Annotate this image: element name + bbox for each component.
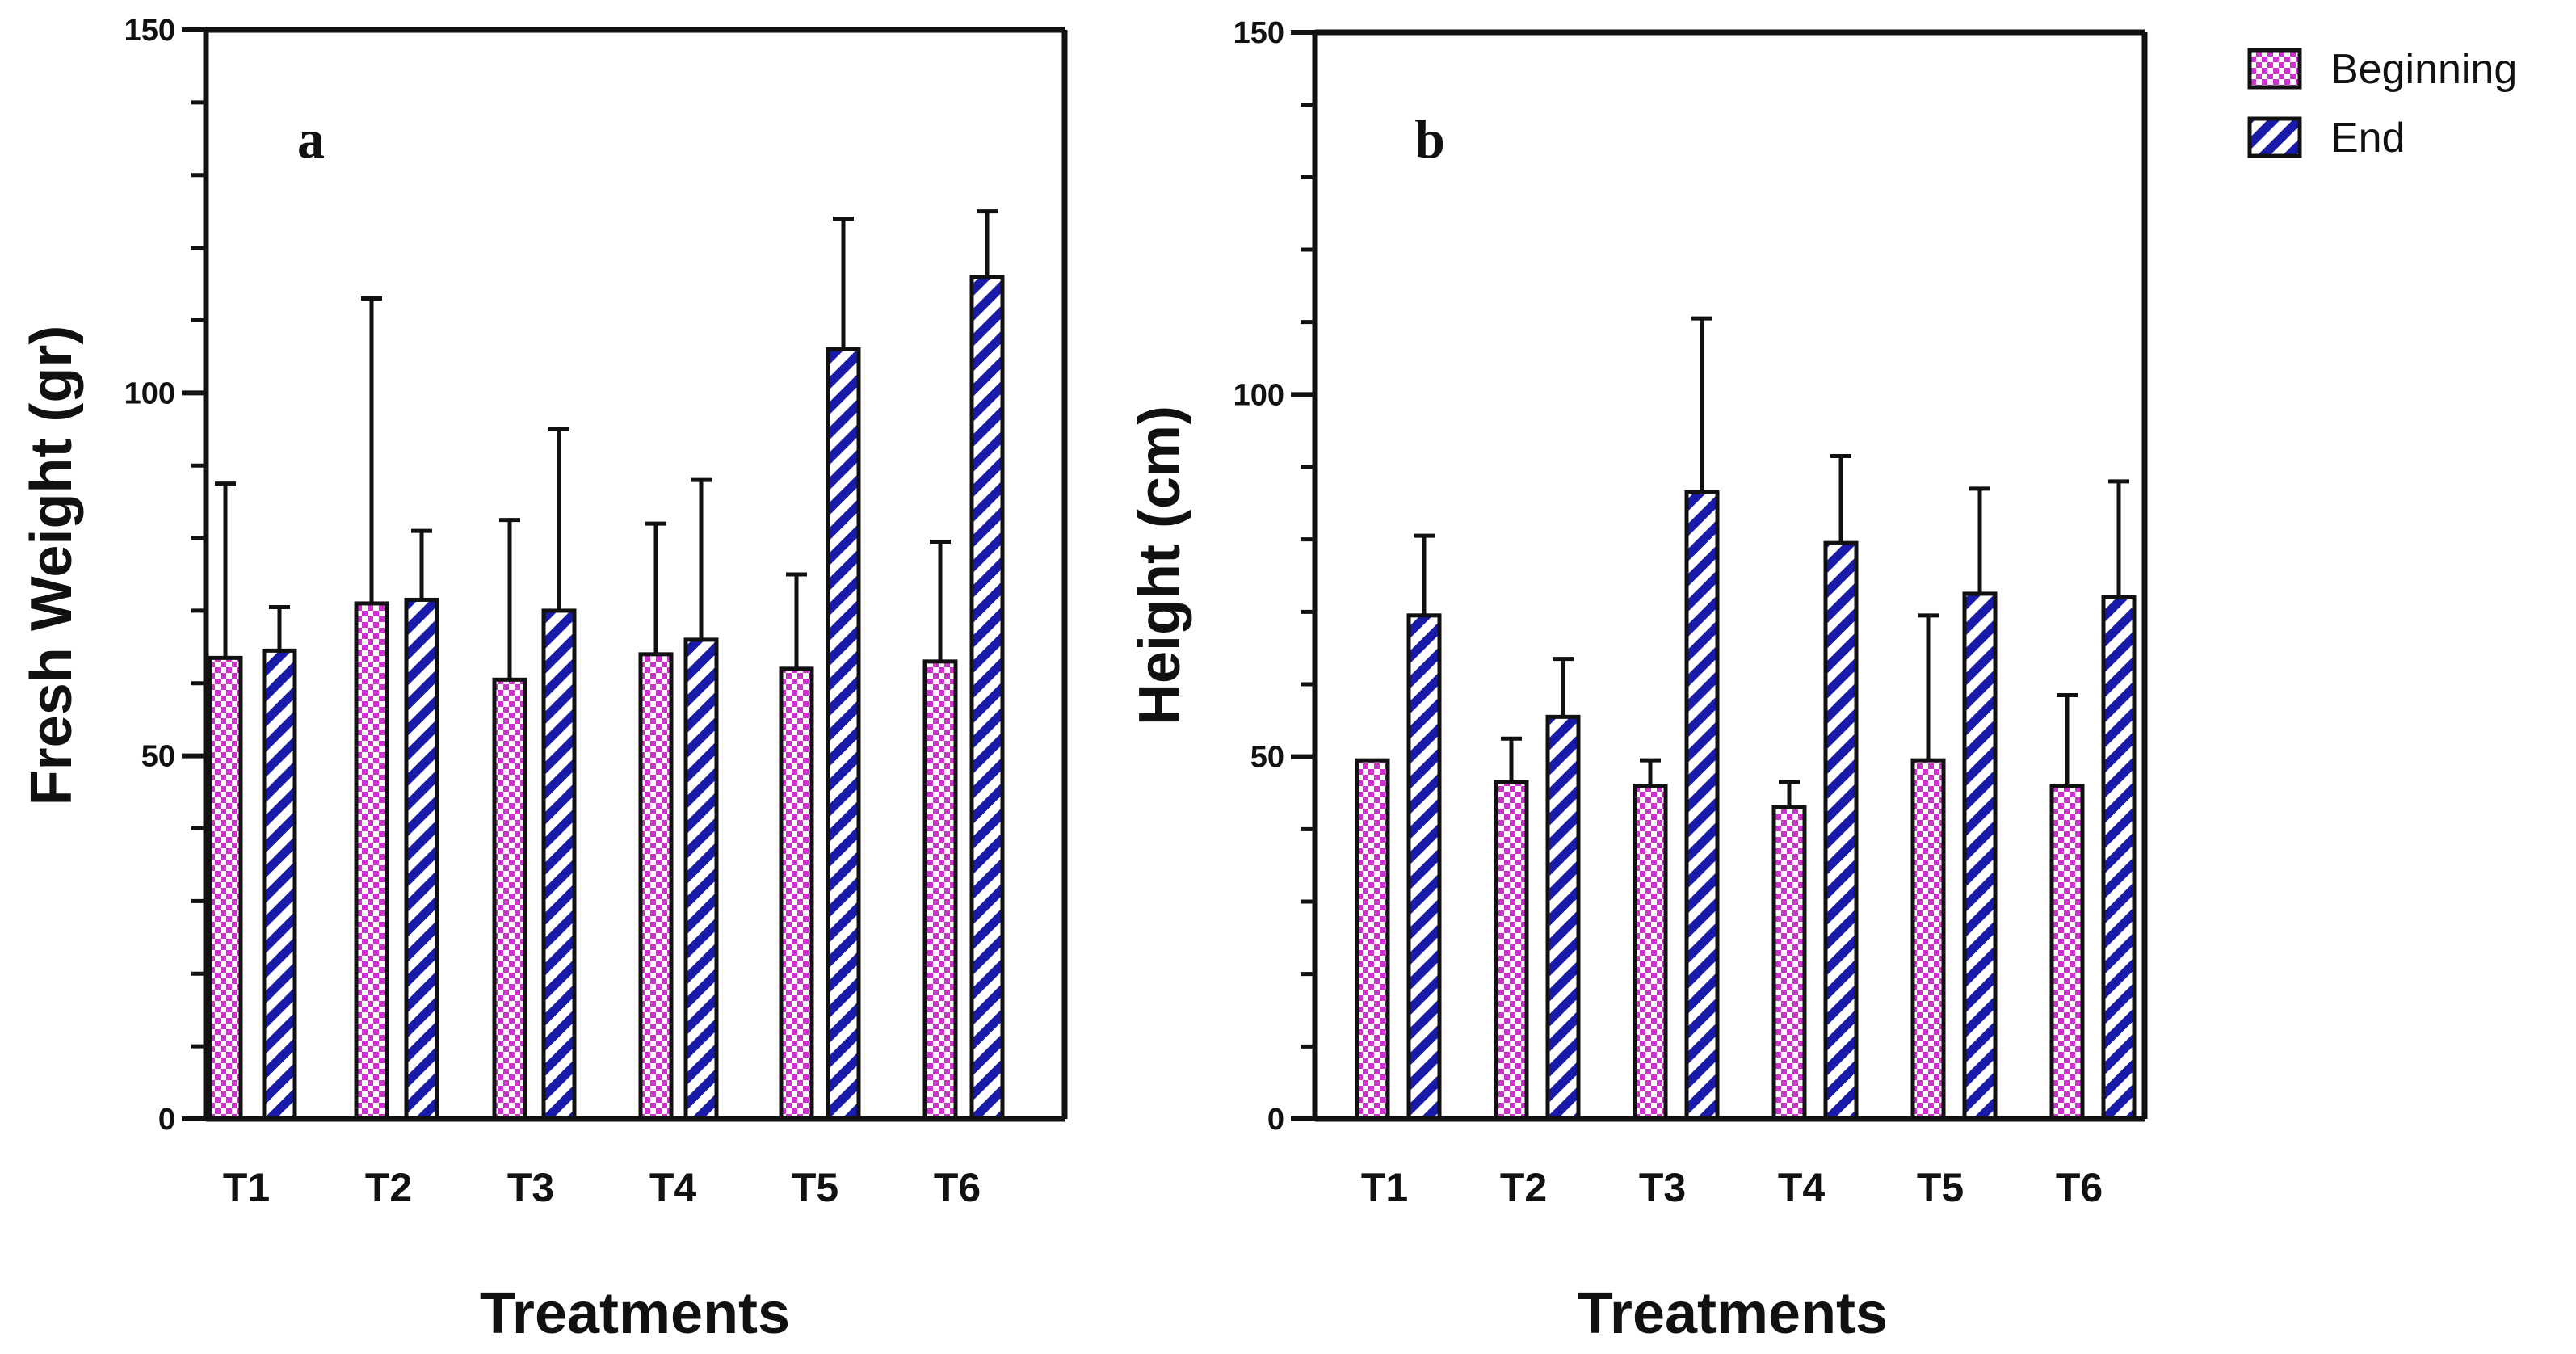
- bar-end-t1: [1406, 613, 1442, 1121]
- bar-beginning-t4: [638, 652, 674, 1121]
- y-tick-label: 50: [1250, 741, 1284, 775]
- panel-b-bars: [1355, 316, 2137, 1121]
- panel-b-ylabel: Height (cm): [1128, 406, 1192, 725]
- x-category-label: T1: [1361, 1165, 1408, 1210]
- bar-end-t2: [404, 597, 439, 1121]
- bar-end-t3: [541, 608, 577, 1121]
- bar-end-t5: [826, 347, 861, 1121]
- legend-swatch-beginning: [2247, 48, 2302, 90]
- panel-a-xlabel: Treatments: [480, 1281, 790, 1346]
- x-category-label: T3: [507, 1165, 554, 1210]
- panel-a-bars: [208, 209, 1005, 1121]
- panel-a: 0 50 100 150 T1 T2 T3 T4 T5 T6 a Fresh Weight (gr…: [19, 14, 1068, 1346]
- legend-label-beginning: Beginning: [2330, 46, 2517, 93]
- x-category-label: T1: [223, 1165, 270, 1210]
- bar-end-t4: [1823, 540, 1859, 1121]
- x-category-label: T2: [365, 1165, 412, 1210]
- panel-b-frame: 0 50 100 150 T1 T2 T3 T4 T5 T6: [1233, 16, 2148, 1210]
- bar-beginning-t1: [208, 655, 243, 1121]
- bar-beginning-t3: [492, 677, 527, 1121]
- y-tick-label: 100: [1233, 378, 1284, 412]
- x-category-label: T2: [1500, 1165, 1547, 1210]
- bar-end-t3: [1684, 490, 1720, 1121]
- x-category-label: T6: [2056, 1165, 2103, 1210]
- y-tick-label: 0: [1267, 1103, 1284, 1137]
- legend-label-end: End: [2330, 115, 2406, 162]
- bar-end-t6: [969, 275, 1005, 1121]
- bar-end-t5: [1962, 591, 1998, 1121]
- x-category-label: T4: [1778, 1165, 1826, 1210]
- bar-end-t2: [1545, 714, 1581, 1121]
- x-category-label: T5: [1917, 1165, 1964, 1210]
- x-category-label: T6: [934, 1165, 981, 1210]
- bar-beginning-t5: [779, 666, 814, 1121]
- bar-beginning-t6: [922, 659, 958, 1121]
- panel-b-xlabel: Treatments: [1578, 1281, 1888, 1346]
- bar-end-t6: [2101, 595, 2137, 1121]
- y-tick-label: 100: [124, 376, 175, 410]
- x-category-label: T5: [792, 1165, 838, 1210]
- legend: Beginning End: [2247, 46, 2517, 162]
- y-tick-label: 150: [1233, 16, 1284, 50]
- x-category-label: T3: [1639, 1165, 1686, 1210]
- panel-a-frame: 0 50 100 150 T1 T2 T3 T4 T5 T6: [124, 14, 1068, 1210]
- panel-a-letter: a: [297, 108, 325, 170]
- panel-a-ylabel: Fresh Weight (gr): [19, 326, 84, 806]
- bar-end-t1: [262, 648, 297, 1121]
- panel-b: 0 50 100 150 T1 T2 T3 T4 T5 T6 b Height (cm) Trea…: [1128, 16, 2148, 1346]
- bar-end-t4: [683, 637, 719, 1121]
- x-category-label: T4: [649, 1165, 697, 1210]
- bar-beginning-t2: [1494, 780, 1529, 1121]
- bar-beginning-t2: [354, 601, 389, 1121]
- y-tick-label: 0: [158, 1103, 175, 1137]
- y-tick-label: 150: [124, 14, 175, 48]
- bar-beginning-t4: [1771, 805, 1807, 1121]
- bar-beginning-t1: [1355, 758, 1390, 1121]
- bar-beginning-t5: [1910, 758, 1946, 1121]
- panel-b-letter: b: [1414, 108, 1445, 170]
- bar-beginning-t3: [1633, 784, 1668, 1121]
- bar-beginning-t6: [2049, 784, 2085, 1121]
- legend-swatch-end: [2247, 116, 2302, 158]
- y-tick-label: 50: [141, 740, 175, 774]
